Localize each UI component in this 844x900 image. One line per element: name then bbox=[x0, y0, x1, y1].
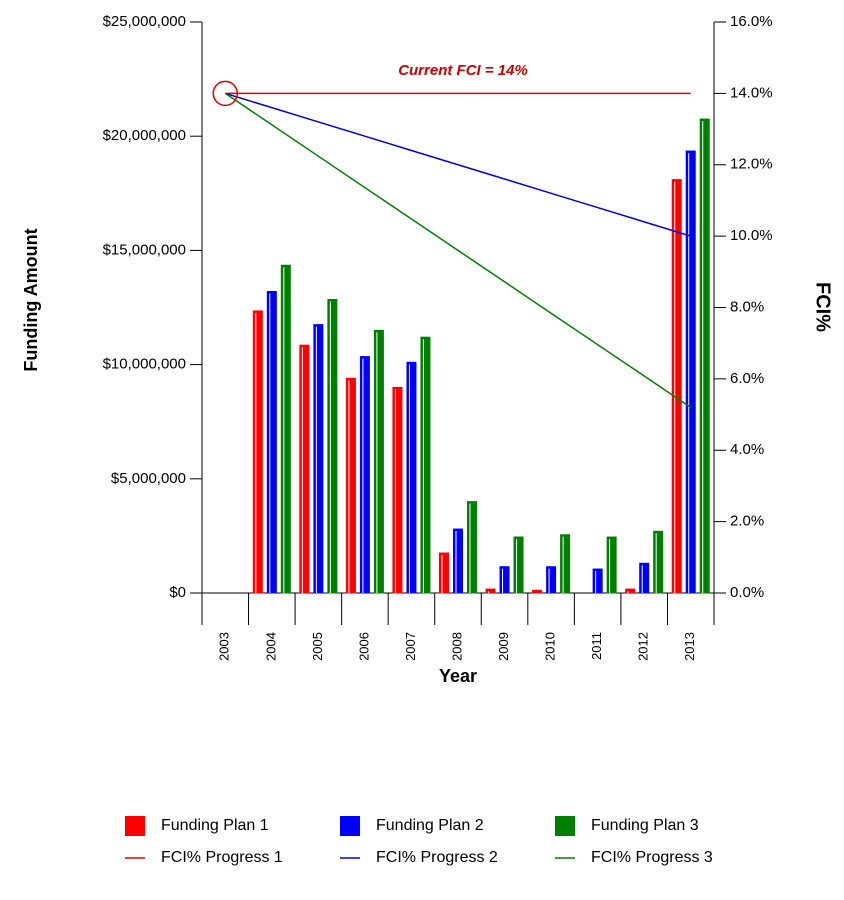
bar bbox=[685, 150, 696, 594]
bar bbox=[653, 530, 664, 594]
x-tick-label: 2003 bbox=[217, 632, 232, 661]
bar bbox=[280, 264, 291, 594]
bar bbox=[439, 552, 449, 594]
bar bbox=[499, 566, 510, 594]
bar bbox=[513, 536, 524, 594]
y2-tick-label: 14.0% bbox=[730, 84, 773, 101]
bar bbox=[467, 501, 477, 594]
bar bbox=[392, 386, 403, 594]
legend-label: FCI% Progress 2 bbox=[376, 849, 498, 866]
y-tick-label: $5,000,000 bbox=[111, 470, 186, 487]
bar bbox=[359, 356, 370, 594]
bar bbox=[699, 118, 710, 594]
legend-label: Funding Plan 3 bbox=[591, 817, 699, 834]
x-tick-label: 2008 bbox=[449, 632, 464, 661]
legend-label: Funding Plan 2 bbox=[376, 817, 484, 834]
bar bbox=[327, 299, 338, 594]
bar bbox=[252, 310, 263, 594]
fci-line bbox=[225, 92, 691, 237]
x-tick-label: 2007 bbox=[403, 632, 418, 661]
y2-tick-label: 6.0% bbox=[730, 370, 764, 387]
current-marker bbox=[212, 80, 239, 107]
y2-tick-label: 4.0% bbox=[730, 441, 764, 458]
y-tick-label: $25,000,000 bbox=[103, 13, 186, 30]
y2-tick-label: 12.0% bbox=[730, 156, 773, 173]
y-tick-label: $10,000,000 bbox=[103, 356, 186, 373]
bar bbox=[299, 344, 310, 594]
y2-tick-label: 8.0% bbox=[730, 298, 764, 315]
annotation: Current FCI = 14% bbox=[398, 62, 528, 79]
x-tick-label: 2006 bbox=[356, 632, 371, 661]
bar bbox=[420, 336, 431, 594]
legend-swatch bbox=[125, 816, 145, 836]
bar bbox=[485, 588, 496, 594]
legend-swatch bbox=[555, 816, 575, 836]
y-axis-title: Funding Amount bbox=[21, 228, 41, 371]
bar bbox=[266, 291, 277, 594]
x-tick-label: 2013 bbox=[682, 632, 697, 661]
bar bbox=[373, 329, 384, 594]
bar bbox=[606, 536, 617, 594]
x-axis-title: Year bbox=[439, 666, 477, 686]
legend-label: Funding Plan 1 bbox=[161, 817, 269, 834]
bar bbox=[671, 179, 682, 594]
legend-label: FCI% Progress 3 bbox=[591, 849, 713, 866]
legend-label: FCI% Progress 1 bbox=[161, 849, 283, 866]
y-tick-label: $15,000,000 bbox=[103, 241, 186, 258]
bar bbox=[453, 528, 463, 594]
x-tick-label: 2004 bbox=[263, 632, 278, 661]
bar bbox=[532, 589, 543, 594]
y-tick-label: $0 bbox=[169, 584, 186, 601]
fci-line bbox=[224, 92, 692, 409]
bar bbox=[639, 562, 650, 594]
y2-tick-label: 16.0% bbox=[730, 13, 773, 30]
y2-axis-title: FCI% bbox=[812, 282, 834, 332]
y2-tick-label: 0.0% bbox=[730, 584, 764, 601]
bar bbox=[592, 568, 603, 594]
bar bbox=[406, 361, 417, 594]
y-tick-label: $20,000,000 bbox=[103, 127, 186, 144]
y2-tick-label: 2.0% bbox=[730, 513, 764, 530]
bar bbox=[313, 324, 324, 594]
x-tick-label: 2005 bbox=[310, 632, 325, 661]
y2-tick-label: 10.0% bbox=[730, 227, 773, 244]
bar bbox=[625, 588, 636, 594]
x-tick-label: 2012 bbox=[636, 632, 651, 661]
x-tick-label: 2009 bbox=[496, 632, 511, 661]
legend-swatch bbox=[340, 816, 360, 836]
x-tick-label: 2011 bbox=[589, 632, 604, 660]
x-tick-label: 2010 bbox=[543, 632, 558, 661]
bar bbox=[560, 534, 571, 594]
bar bbox=[345, 377, 356, 594]
bar bbox=[546, 566, 557, 594]
